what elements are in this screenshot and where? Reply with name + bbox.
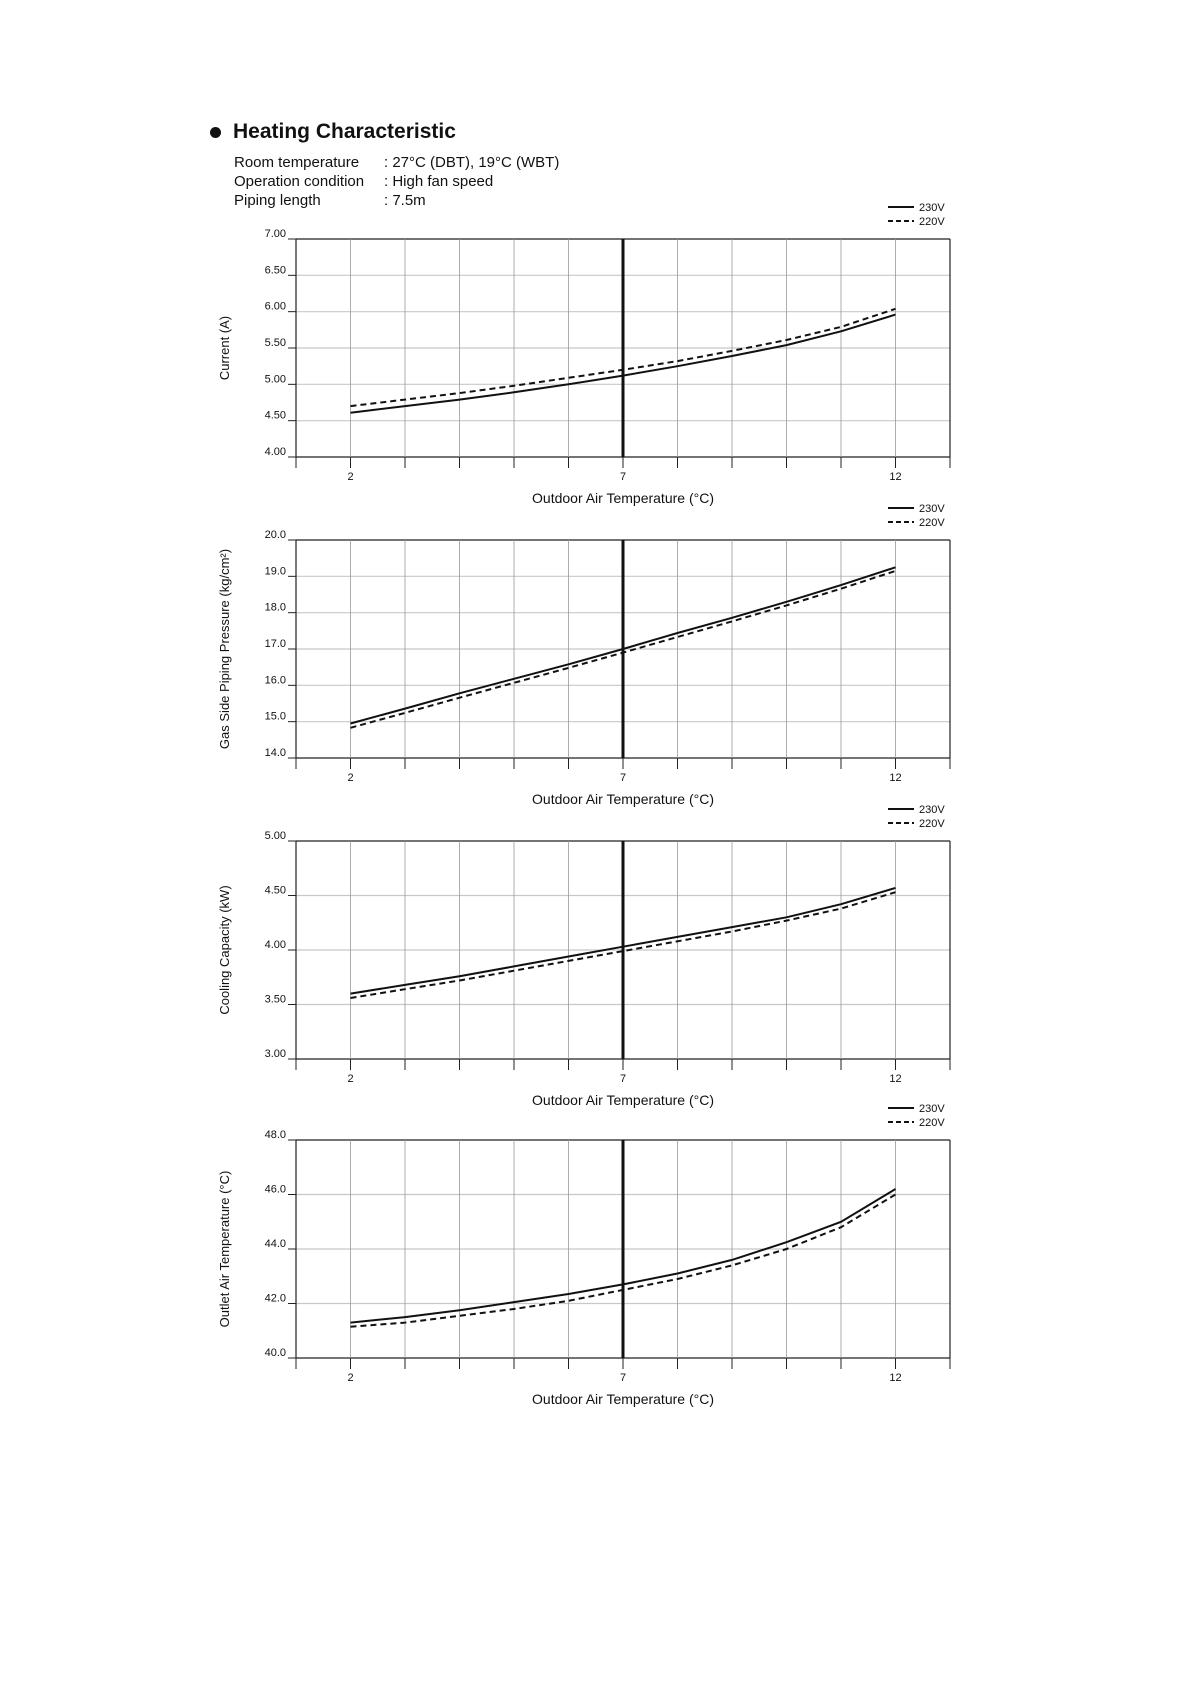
- series-line-220V: [350, 307, 896, 408]
- legend-label: 220V: [919, 818, 945, 830]
- y-axis-title: Outlet Air Temperature (°C): [217, 1171, 232, 1328]
- y-tick-label: 19.0: [265, 565, 286, 577]
- x-axis-title: Outdoor Air Temperature (°C): [532, 1391, 714, 1407]
- legend-label: 230V: [919, 503, 945, 515]
- y-tick-label: 3.00: [265, 1048, 286, 1060]
- y-tick-label: 44.0: [265, 1238, 286, 1250]
- y-tick-label: 6.00: [265, 301, 286, 313]
- y-axis-title: Gas Side Piping Pressure (kg/cm²): [217, 549, 232, 749]
- y-tick-label: 4.50: [265, 885, 286, 897]
- series-line-230V: [350, 886, 896, 995]
- y-tick-label: 16.0: [265, 674, 286, 686]
- chart-4: 40.0 42.0 44.0 46.0 48.0 2 7 12 230V 220V Outdoor …: [217, 1103, 951, 1407]
- x-tick-label: 12: [889, 471, 901, 483]
- y-tick-label: 4.00: [265, 939, 286, 951]
- legend-label: 220V: [919, 517, 945, 529]
- x-tick-label: 7: [620, 1372, 626, 1384]
- x-axis-title: Outdoor Air Temperature (°C): [532, 791, 714, 807]
- y-tick-label: 46.0: [265, 1184, 286, 1196]
- legend-label: 220V: [919, 216, 945, 228]
- series-line-220V: [350, 891, 896, 999]
- y-tick-label: 20.0: [265, 529, 286, 541]
- x-tick-label: 7: [620, 471, 626, 483]
- y-tick-label: 17.0: [265, 638, 286, 650]
- series-line-230V: [350, 313, 896, 414]
- y-tick-label: 4.00: [265, 446, 286, 458]
- y-tick-label: 6.50: [265, 264, 286, 276]
- condition-room-temperature: Room temperature : 27°C (DBT), 19°C (WBT): [234, 154, 559, 171]
- series-line-220V: [350, 1193, 897, 1328]
- y-tick-label: 5.00: [265, 830, 286, 842]
- chart-3: 3.00 3.50 4.00 4.50 5.00 2 7 12 230V 220V Outdoor …: [217, 804, 951, 1108]
- y-tick-label: 42.0: [265, 1293, 286, 1305]
- section-title: Heating Characteristic: [233, 120, 456, 143]
- condition-value: : 7.5m: [384, 192, 426, 209]
- chart-1: 4.00 4.50 5.00 5.50 6.00 6.50 7.00 2 7 12 230V 220V…: [217, 202, 951, 506]
- legend-label: 220V: [919, 1117, 945, 1129]
- x-tick-label: 7: [620, 772, 626, 784]
- y-tick-label: 14.0: [265, 747, 286, 759]
- y-tick-label: 40.0: [265, 1347, 286, 1359]
- y-tick-label: 5.50: [265, 337, 286, 349]
- y-axis-title: Current (A): [217, 316, 232, 380]
- x-axis-title: Outdoor Air Temperature (°C): [532, 1092, 714, 1108]
- y-tick-label: 4.50: [265, 410, 286, 422]
- y-tick-label: 18.0: [265, 602, 286, 614]
- condition-label: Piping length: [234, 192, 321, 209]
- series-line-220V: [350, 569, 896, 729]
- y-tick-label: 48.0: [265, 1129, 286, 1141]
- x-tick-label: 12: [889, 1372, 901, 1384]
- y-tick-label: 7.00: [265, 228, 286, 240]
- condition-operation: Operation condition : High fan speed: [234, 173, 493, 190]
- y-tick-label: 15.0: [265, 711, 286, 723]
- legend-label: 230V: [919, 202, 945, 214]
- y-axis-title: Cooling Capacity (kW): [217, 885, 232, 1014]
- x-tick-label: 2: [347, 1372, 353, 1384]
- x-tick-label: 12: [889, 1073, 901, 1085]
- x-tick-label: 2: [347, 1073, 353, 1085]
- legend-label: 230V: [919, 1103, 945, 1115]
- x-tick-label: 7: [620, 1073, 626, 1085]
- condition-label: Operation condition: [234, 173, 365, 190]
- condition-value: : 27°C (DBT), 19°C (WBT): [384, 154, 560, 171]
- x-tick-label: 2: [347, 772, 353, 784]
- x-axis-title: Outdoor Air Temperature (°C): [532, 490, 714, 506]
- condition-piping-length: Piping length : 7.5m: [234, 192, 426, 209]
- condition-value: : High fan speed: [384, 173, 494, 190]
- bullet-icon: [210, 127, 221, 138]
- legend-label: 230V: [919, 804, 945, 816]
- chart-2: 14.0 15.0 16.0 17.0 18.0 19.0 20.0 2 7 12 230V 220V…: [217, 503, 951, 807]
- series-line-230V: [350, 566, 896, 725]
- y-tick-label: 3.50: [265, 994, 286, 1006]
- x-tick-label: 12: [889, 772, 901, 784]
- series-line-230V: [350, 1188, 897, 1324]
- condition-label: Room temperature: [234, 154, 360, 171]
- y-tick-label: 5.00: [265, 373, 286, 385]
- x-tick-label: 2: [347, 471, 353, 483]
